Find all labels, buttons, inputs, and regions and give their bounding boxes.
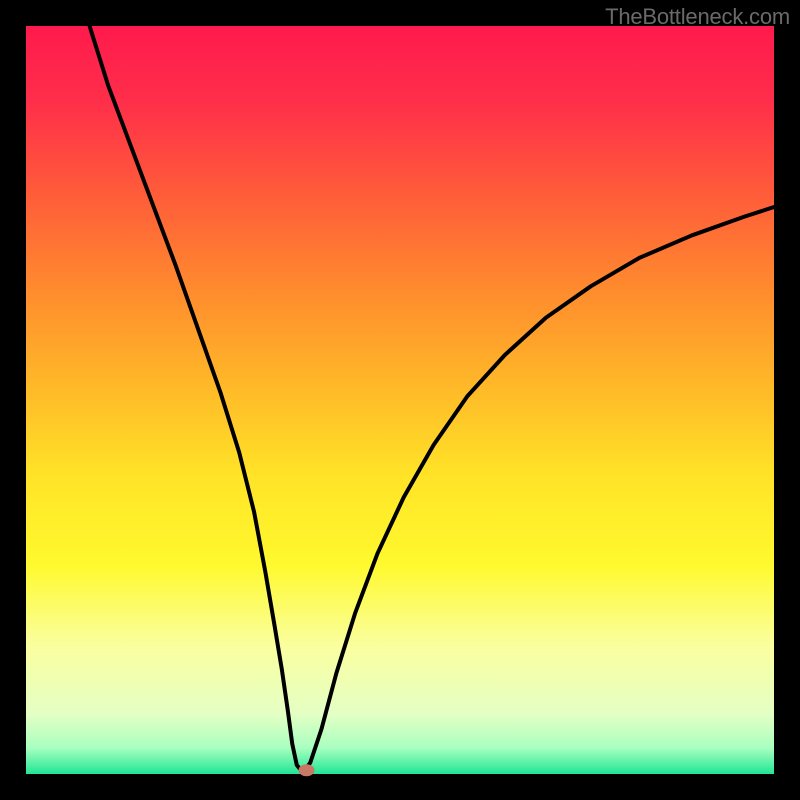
watermark-label: TheBottleneck.com (605, 4, 790, 30)
gradient-background (26, 26, 774, 774)
minimum-marker (299, 764, 315, 776)
chart-canvas (0, 0, 800, 800)
bottleneck-chart: TheBottleneck.com (0, 0, 800, 800)
